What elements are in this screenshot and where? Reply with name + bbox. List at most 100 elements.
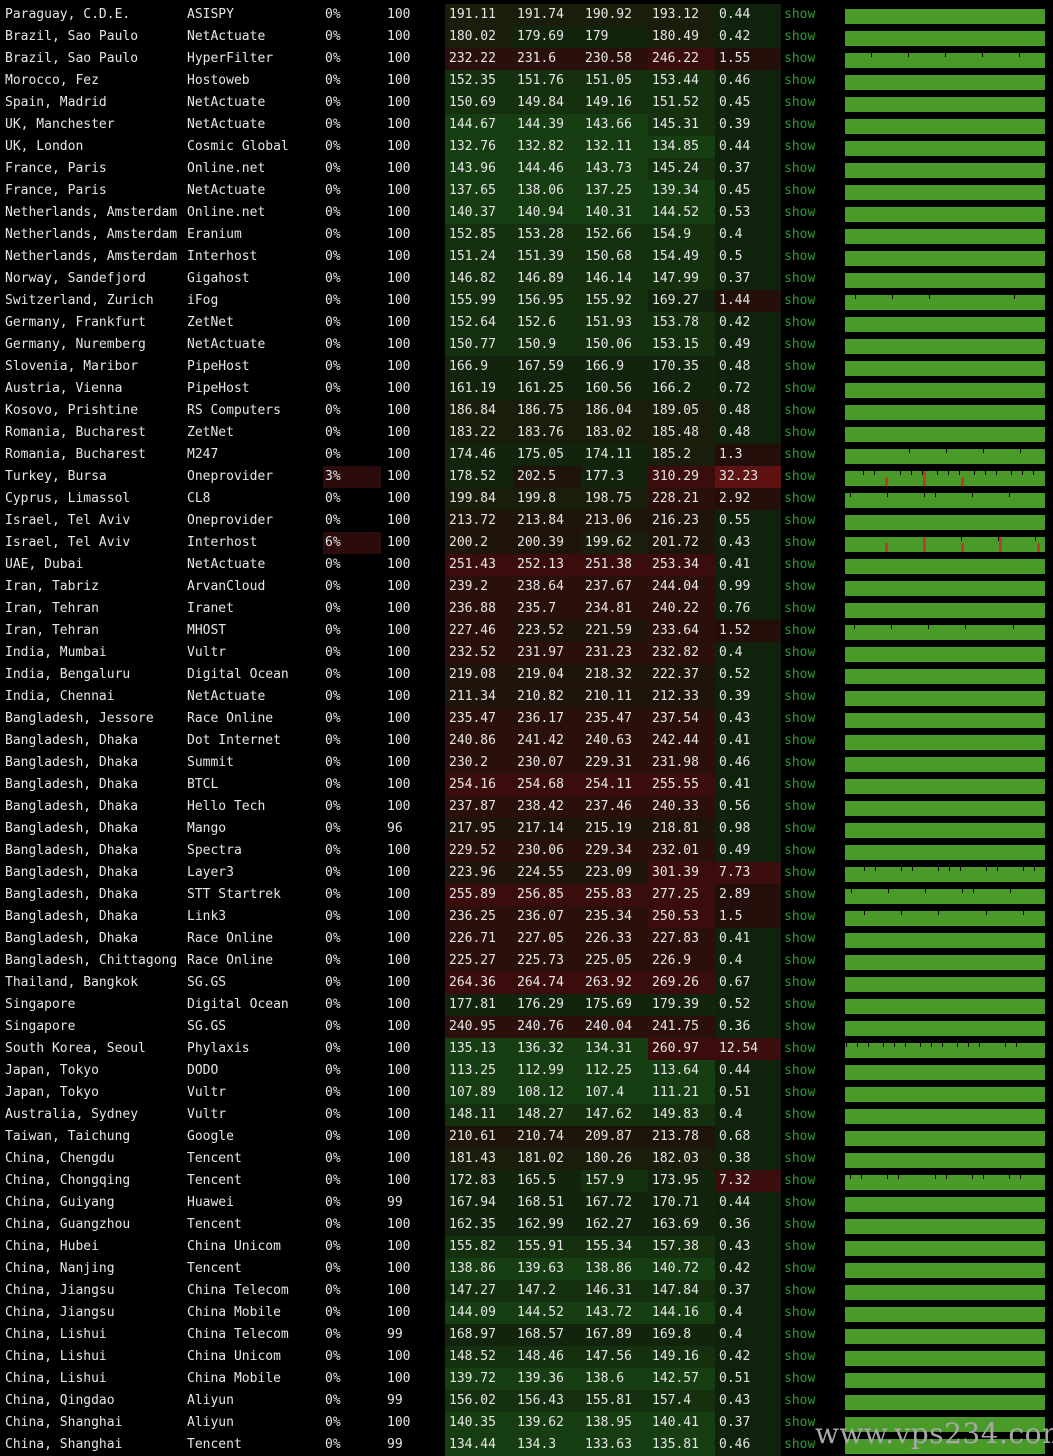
show-link[interactable]: show <box>784 1305 816 1320</box>
table-row: India, Bengaluru Digital Ocean 0% 100 219.08… <box>0 664 1053 686</box>
loss-cell: 0% <box>325 557 341 572</box>
show-link[interactable]: show <box>784 1415 816 1430</box>
avg-ms-cell: 151.39 <box>513 246 581 268</box>
location-cell: Netherlands, Amsterdam <box>5 205 178 220</box>
best-ms-cell: 143.72 <box>581 1302 648 1324</box>
show-link[interactable]: show <box>784 1349 816 1364</box>
show-link[interactable]: show <box>784 161 816 176</box>
show-link[interactable]: show <box>784 205 816 220</box>
sent-cell: 100 <box>387 381 411 396</box>
show-link[interactable]: show <box>784 953 816 968</box>
show-link[interactable]: show <box>784 1437 816 1452</box>
stdev-cell: 0.37 <box>715 1280 781 1302</box>
provider-cell: China Unicom <box>187 1239 281 1254</box>
provider-cell: Oneprovider <box>187 513 274 528</box>
show-link[interactable]: show <box>784 579 816 594</box>
show-link[interactable]: show <box>784 711 816 726</box>
best-ms-cell: 150.06 <box>581 334 648 356</box>
show-link[interactable]: show <box>784 1129 816 1144</box>
show-link[interactable]: show <box>784 359 816 374</box>
show-link[interactable]: show <box>784 337 816 352</box>
show-link[interactable]: show <box>784 1085 816 1100</box>
best-ms-cell: 235.34 <box>581 906 648 928</box>
loss-spike <box>999 537 1002 552</box>
show-link[interactable]: show <box>784 1151 816 1166</box>
show-link[interactable]: show <box>784 95 816 110</box>
show-link[interactable]: show <box>784 381 816 396</box>
show-link[interactable]: show <box>784 623 816 638</box>
show-link[interactable]: show <box>784 755 816 770</box>
show-link[interactable]: show <box>784 315 816 330</box>
show-link[interactable]: show <box>784 1041 816 1056</box>
show-link[interactable]: show <box>784 73 816 88</box>
latency-sparkline <box>845 911 1045 926</box>
show-link[interactable]: show <box>784 931 816 946</box>
show-link[interactable]: show <box>784 1261 816 1276</box>
show-link[interactable]: show <box>784 535 816 550</box>
show-link[interactable]: show <box>784 887 816 902</box>
show-link[interactable]: show <box>784 1107 816 1122</box>
show-link[interactable]: show <box>784 557 816 572</box>
show-link[interactable]: show <box>784 183 816 198</box>
show-link[interactable]: show <box>784 1239 816 1254</box>
sent-cell: 96 <box>387 821 403 836</box>
loss-cell: 0% <box>325 1305 341 1320</box>
show-link[interactable]: show <box>784 865 816 880</box>
show-link[interactable]: show <box>784 51 816 66</box>
avg-ms-cell: 225.73 <box>513 950 581 972</box>
show-link[interactable]: show <box>784 117 816 132</box>
stdev-cell: 0.49 <box>715 840 781 862</box>
show-link[interactable]: show <box>784 227 816 242</box>
show-link[interactable]: show <box>784 1217 816 1232</box>
show-link[interactable]: show <box>784 469 816 484</box>
show-link[interactable]: show <box>784 997 816 1012</box>
show-link[interactable]: show <box>784 667 816 682</box>
table-row: UAE, Dubai NetActuate 0% 100 251.43 252.13 251… <box>0 554 1053 576</box>
show-link[interactable]: show <box>784 777 816 792</box>
avg-ms-cell: 139.62 <box>513 1412 581 1434</box>
best-ms-cell: 162.27 <box>581 1214 648 1236</box>
show-link[interactable]: show <box>784 293 816 308</box>
show-link[interactable]: show <box>784 1063 816 1078</box>
location-cell: China, Lishui <box>5 1371 107 1386</box>
last-ms-cell: 255.89 <box>445 884 513 906</box>
show-link[interactable]: show <box>784 491 816 506</box>
show-link[interactable]: show <box>784 249 816 264</box>
show-link[interactable]: show <box>784 1371 816 1386</box>
show-link[interactable]: show <box>784 1019 816 1034</box>
show-link[interactable]: show <box>784 799 816 814</box>
show-link[interactable]: show <box>784 689 816 704</box>
show-link[interactable]: show <box>784 645 816 660</box>
loss-cell: 0% <box>325 51 341 66</box>
show-link[interactable]: show <box>784 513 816 528</box>
provider-cell: NetActuate <box>187 689 266 704</box>
show-link[interactable]: show <box>784 425 816 440</box>
show-link[interactable]: show <box>784 403 816 418</box>
show-link[interactable]: show <box>784 139 816 154</box>
last-ms-cell: 155.99 <box>445 290 513 312</box>
show-link[interactable]: show <box>784 29 816 44</box>
show-link[interactable]: show <box>784 271 816 286</box>
loss-cell: 0% <box>325 271 341 286</box>
show-link[interactable]: show <box>784 733 816 748</box>
show-link[interactable]: show <box>784 1195 816 1210</box>
show-link[interactable]: show <box>784 1327 816 1342</box>
show-link[interactable]: show <box>784 7 816 22</box>
best-ms-cell: 263.92 <box>581 972 648 994</box>
location-cell: China, Shanghai <box>5 1415 123 1430</box>
show-link[interactable]: show <box>784 909 816 924</box>
best-ms-cell: 254.11 <box>581 774 648 796</box>
show-link[interactable]: show <box>784 601 816 616</box>
show-link[interactable]: show <box>784 843 816 858</box>
show-link[interactable]: show <box>784 447 816 462</box>
show-link[interactable]: show <box>784 821 816 836</box>
last-ms-cell: 150.77 <box>445 334 513 356</box>
table-row: Spain, Madrid NetActuate 0% 100 150.69 149.84… <box>0 92 1053 114</box>
latency-sparkline <box>845 1153 1045 1168</box>
show-link[interactable]: show <box>784 1393 816 1408</box>
show-link[interactable]: show <box>784 1173 816 1188</box>
latency-sparkline <box>845 405 1045 420</box>
show-link[interactable]: show <box>784 1283 816 1298</box>
show-link[interactable]: show <box>784 975 816 990</box>
worst-ms-cell: 226.9 <box>648 950 715 972</box>
